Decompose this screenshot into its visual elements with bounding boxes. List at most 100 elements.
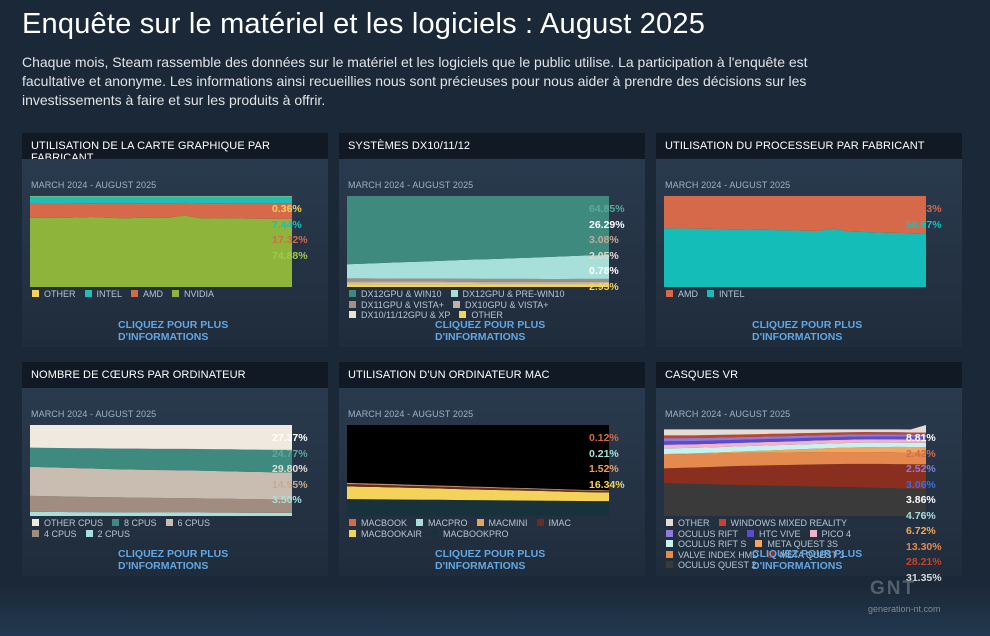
area-8-cpus [30, 447, 292, 473]
panel-title: UTILISATION D'UN ORDINATEUR MAC [339, 362, 645, 388]
legend-label: MACPRO [428, 518, 468, 528]
legend-item: OCULUS RIFT S [666, 539, 746, 550]
area-oculus-quest-2 [664, 483, 926, 516]
legend-label: OTHER [678, 518, 710, 528]
value-label: 16.34% [589, 478, 625, 491]
area-valve-index-hmd [664, 451, 926, 469]
area-nvidia [30, 215, 292, 287]
area-dx10-11-12gpu-xp [347, 283, 609, 285]
legend-item: IMAC [536, 518, 572, 529]
area-oculus-rift [664, 434, 926, 442]
date-range: MARCH 2024 - AUGUST 2025 [665, 409, 791, 419]
area-intel [30, 196, 292, 204]
legend-swatch [32, 519, 39, 526]
legend-label: DX10GPU & VISTA+ [464, 299, 549, 310]
area-amd [664, 196, 926, 234]
value-label: 31.35% [906, 571, 942, 584]
chart-legend: OTHER CPUS 8 CPUS 6 CPUS 4 CPUS 2 CPUS [32, 518, 252, 539]
legend-item: INTEL [84, 289, 122, 300]
more-info-link[interactable]: CLIQUEZ POUR PLUS D'INFORMATIONS [118, 548, 229, 572]
value-label: 4.76% [906, 509, 936, 522]
intro-text: Chaque mois, Steam rassemble des données… [22, 54, 808, 108]
more-info-link[interactable]: CLIQUEZ POUR PLUS D'INFORMATIONS [752, 548, 863, 572]
legend-item: MACPRO [416, 518, 468, 529]
legend-swatch [707, 290, 714, 297]
legend-swatch [349, 529, 356, 537]
value-label: 0.21% [589, 447, 619, 460]
legend-label: DX12GPU & PRE-WIN10 [462, 289, 565, 299]
value-label: 74.88% [272, 249, 308, 262]
legend-swatch [666, 550, 673, 558]
legend-swatch [747, 529, 755, 537]
legend-item: PICO 4 [809, 529, 851, 540]
legend-item: META QUEST 3S [755, 539, 838, 550]
area-dx12gpu-pre-win10 [347, 255, 609, 279]
panel-title: SYSTÈMES DX10/11/12 [339, 133, 645, 159]
legend-swatch [349, 519, 356, 526]
area-macmini [347, 483, 609, 492]
legend-item: 2 CPUS [85, 528, 131, 540]
date-range: MARCH 2024 - AUGUST 2025 [31, 409, 157, 419]
value-label: 58.97% [906, 218, 942, 231]
legend-swatch [452, 300, 460, 308]
legend-swatch [476, 519, 484, 526]
area-dx11gpu-vista- [347, 278, 609, 282]
legend-swatch [666, 519, 673, 526]
legend-swatch [767, 550, 775, 558]
legend-item: OTHER [32, 289, 76, 300]
watermark-text: generation-nt.com [868, 604, 941, 614]
value-label: 26.29% [589, 218, 625, 231]
more-info-link[interactable]: CLIQUEZ POUR PLUS D'INFORMATIONS [435, 548, 546, 572]
date-range: MARCH 2024 - AUGUST 2025 [665, 180, 791, 190]
legend-item: OCULUS QUEST 2 [666, 560, 756, 571]
legend-label: OCULUS RIFT [678, 528, 739, 539]
value-label: 27.37% [272, 432, 308, 444]
chart-legend: OTHER WINDOWS MIXED REALITYOCULUS RIFT HTC… [666, 518, 896, 571]
legend-item: AMD [131, 289, 163, 300]
legend-swatch [349, 311, 356, 318]
value-label: 24.77% [272, 447, 308, 460]
value-label: 3.86% [906, 494, 936, 506]
more-info-link[interactable]: CLIQUEZ POUR PLUS D'INFORMATIONS [752, 319, 863, 343]
legend-swatch [32, 290, 39, 297]
area-meta-quest-3 [664, 463, 926, 489]
legend-item: DX11GPU & VISTA+ [349, 300, 444, 311]
value-label: 2.95% [589, 280, 619, 293]
area-other [347, 284, 609, 287]
legend-swatch [666, 290, 673, 297]
panel-body: MARCH 2024 - AUGUST 2025 0.36% 7.44% 17.32%… [22, 159, 328, 347]
legend-item: DX12GPU & PRE-WIN10 [450, 289, 565, 300]
legend-item: MACBOOKPRO [431, 529, 509, 540]
legend-item: OTHER [666, 518, 710, 529]
legend-label: AMD [678, 289, 698, 299]
area-other-cpus [30, 425, 292, 450]
panel-cpu: UTILISATION DU PROCESSEUR PAR FABRICANT M… [656, 133, 962, 347]
legend-swatch [666, 561, 673, 568]
legend-item: 8 CPUS [112, 518, 157, 529]
legend-swatch [718, 519, 726, 526]
legend-item: DX10GPU & VISTA+ [452, 299, 549, 311]
legend-label: 2 CPUS [97, 528, 131, 539]
panel-title: UTILISATION DU PROCESSEUR PAR FABRICANT [656, 133, 962, 159]
legend-item: NVIDIA [172, 289, 214, 300]
area-2-cpus [30, 511, 292, 516]
date-range: MARCH 2024 - AUGUST 2025 [348, 180, 474, 190]
value-label: 64.85% [589, 203, 625, 215]
more-info-link[interactable]: CLIQUEZ POUR PLUS D'INFORMATIONS [118, 319, 229, 343]
legend-swatch [755, 540, 763, 547]
more-info-link[interactable]: CLIQUEZ POUR PLUS D'INFORMATIONS [435, 319, 546, 343]
area-chart-gpu [30, 196, 292, 287]
value-label: 0.12% [589, 432, 619, 444]
legend-item: OCULUS RIFT [666, 529, 738, 540]
area-amd [30, 202, 292, 219]
area-other [664, 425, 926, 436]
bottom-glow [0, 586, 990, 636]
legend-label: IMAC [548, 518, 572, 528]
value-label: 2.42% [906, 447, 936, 460]
legend-label: DX10/11/12GPU & XP [361, 310, 451, 320]
legend-item: DX10/11/12GPU & XP [349, 310, 450, 321]
legend-label: MACBOOK [361, 518, 408, 528]
legend-swatch [172, 290, 180, 297]
value-label: 3.08% [589, 234, 619, 246]
legend-swatch [431, 529, 439, 537]
